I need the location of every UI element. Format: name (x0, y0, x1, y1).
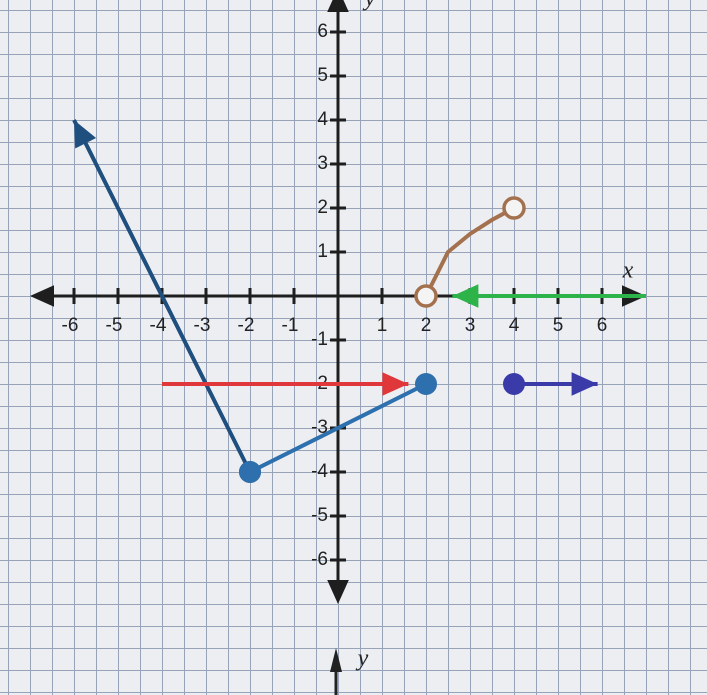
lower-y-axis-title: y (356, 646, 369, 672)
closed-point (503, 373, 525, 395)
x-tick-label: 6 (597, 315, 608, 336)
y-axis-arrow (327, 580, 349, 604)
y-tick-label: 2 (317, 197, 328, 218)
y-tick-label: -6 (311, 549, 328, 570)
y-tick-label: 6 (317, 21, 328, 42)
y-tick-label: -4 (311, 461, 328, 482)
x-tick-label: -2 (238, 315, 255, 336)
y-tick-label: 1 (317, 241, 328, 262)
open-point (414, 284, 438, 308)
x-tick-label: 1 (377, 315, 388, 336)
x-tick-label: -4 (150, 315, 167, 336)
graph-line (72, 119, 252, 473)
x-tick-label: -3 (194, 315, 211, 336)
x-tick-label: -1 (282, 315, 299, 336)
arrow-head (571, 372, 598, 396)
x-axis-title: x (622, 258, 634, 284)
arrow-head (452, 284, 479, 308)
x-tick-label: -6 (62, 315, 79, 336)
y-tick-label: -1 (311, 329, 328, 350)
arrow-head (74, 120, 97, 149)
x-tick-label: 3 (465, 315, 476, 336)
y-tick-label: 5 (317, 65, 328, 86)
x-tick-label: 4 (509, 315, 520, 336)
lower-axis-arrow (330, 648, 342, 672)
y-tick-label: -3 (311, 417, 328, 438)
closed-point (415, 373, 437, 395)
closed-point (239, 461, 261, 483)
graph-line (249, 382, 427, 474)
x-axis-arrow (30, 285, 54, 307)
x-tick-label: -5 (106, 315, 123, 336)
open-point (502, 196, 526, 220)
y-tick-label: -5 (311, 505, 328, 526)
y-tick-label: 3 (317, 153, 328, 174)
graph-line (424, 206, 515, 297)
x-tick-label: 5 (553, 315, 564, 336)
y-axis-title: y (363, 0, 376, 12)
y-tick-label: 4 (317, 109, 328, 130)
arrow-head (382, 372, 409, 396)
x-tick-label: 2 (421, 315, 432, 336)
y-axis-arrow (327, 0, 349, 12)
